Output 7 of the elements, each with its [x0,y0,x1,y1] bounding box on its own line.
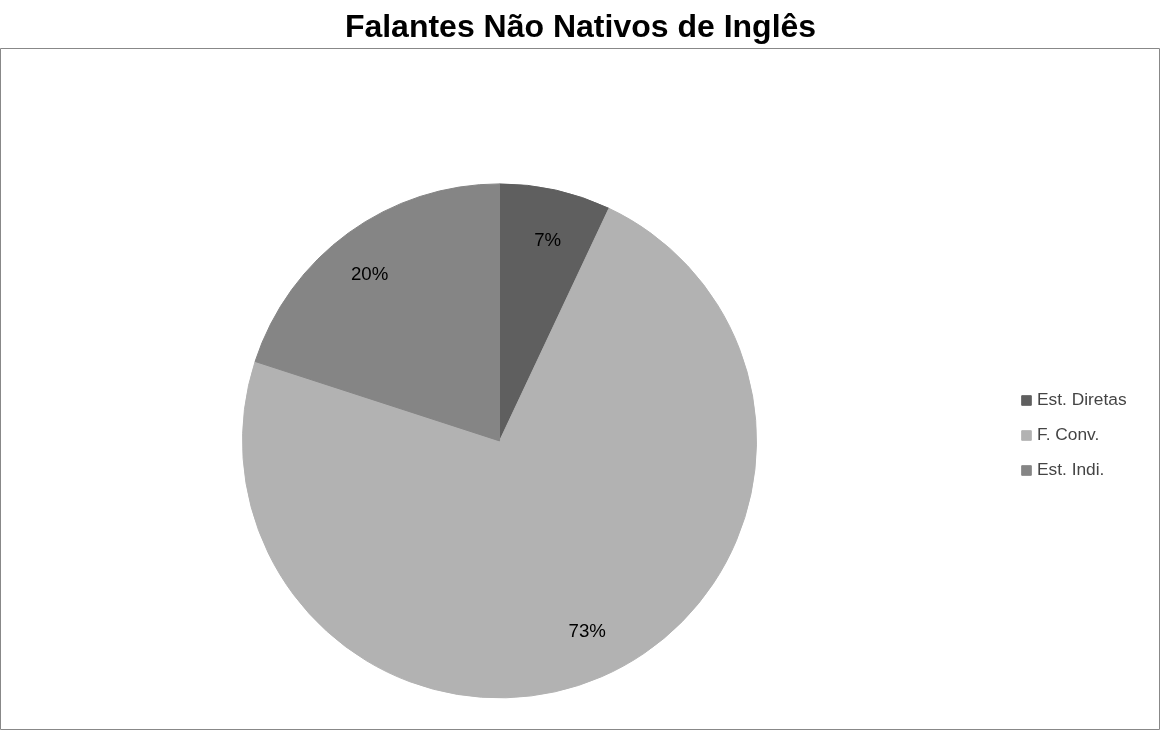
data-label: 73% [568,619,606,641]
data-label: 7% [534,228,562,250]
chart-title: Falantes Não Nativos de Inglês [344,7,817,44]
data-label: 20% [350,263,389,285]
legend-label: Est. Diretas [1037,389,1127,410]
legend-label: Est. Indi. [1037,459,1105,480]
legend-label: F. Conv. [1037,424,1100,445]
